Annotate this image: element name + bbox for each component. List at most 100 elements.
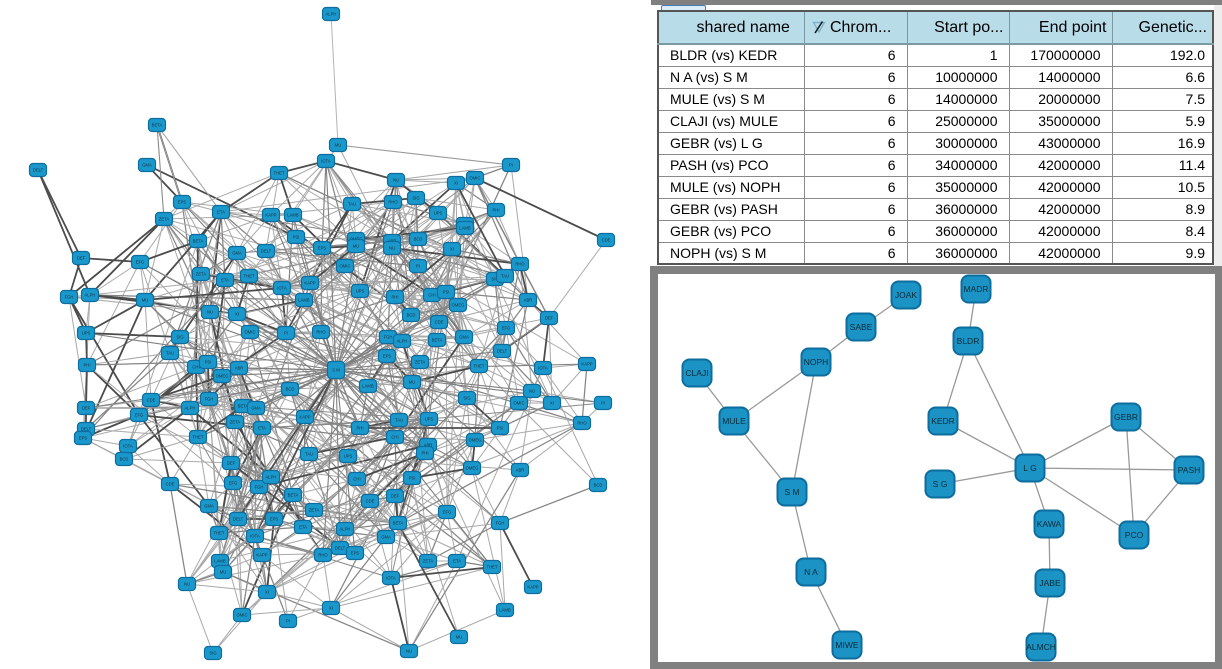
svg-text:L G: L G bbox=[1023, 463, 1036, 473]
svg-text:ALPH: ALPH bbox=[340, 527, 351, 532]
svg-text:THET: THET bbox=[474, 364, 485, 369]
svg-text:GMA: GMA bbox=[381, 535, 391, 540]
svg-text:THET: THET bbox=[244, 274, 255, 279]
svg-text:ALPH: ALPH bbox=[266, 475, 277, 480]
svg-text:ABR: ABR bbox=[235, 366, 244, 371]
svg-text:ETA: ETA bbox=[299, 525, 307, 530]
svg-text:FGH: FGH bbox=[205, 397, 214, 402]
svg-text:LAMB: LAMB bbox=[499, 608, 511, 613]
svg-text:KAPP: KAPP bbox=[256, 553, 267, 558]
svg-text:KAPP: KAPP bbox=[581, 362, 592, 367]
svg-text:PASH: PASH bbox=[1178, 465, 1201, 475]
svg-text:RHO: RHO bbox=[515, 262, 525, 267]
svg-text:S M: S M bbox=[332, 368, 340, 373]
svg-text:DELT: DELT bbox=[335, 546, 346, 551]
svg-text:CHI: CHI bbox=[391, 435, 398, 440]
svg-text:IOTA: IOTA bbox=[277, 286, 287, 291]
svg-text:TAU: TAU bbox=[395, 418, 403, 423]
svg-text:UPS: UPS bbox=[344, 454, 353, 459]
svg-text:XI: XI bbox=[329, 606, 333, 611]
svg-text:NOPH: NOPH bbox=[804, 357, 829, 367]
svg-text:ALPH: ALPH bbox=[85, 293, 96, 298]
svg-text:EPS: EPS bbox=[383, 354, 392, 359]
svg-text:THET: THET bbox=[274, 171, 285, 176]
svg-text:FGH: FGH bbox=[65, 295, 74, 300]
svg-text:ZETA: ZETA bbox=[196, 272, 207, 277]
svg-text:KAPP: KAPP bbox=[265, 213, 276, 218]
svg-text:RHO: RHO bbox=[388, 200, 398, 205]
svg-text:CHI: CHI bbox=[192, 365, 199, 370]
svg-text:EPS: EPS bbox=[270, 517, 279, 522]
svg-text:CDE: CDE bbox=[147, 398, 156, 403]
svg-text:ALPH: ALPH bbox=[326, 12, 337, 17]
svg-text:EFG: EFG bbox=[135, 413, 144, 418]
svg-text:BETA: BETA bbox=[152, 123, 163, 128]
svg-text:ZETA: ZETA bbox=[230, 420, 241, 425]
svg-text:DEF: DEF bbox=[227, 461, 236, 466]
svg-text:ABR: ABR bbox=[524, 298, 533, 303]
svg-text:ZETA: ZETA bbox=[415, 360, 426, 365]
svg-text:PSI: PSI bbox=[205, 360, 212, 365]
svg-text:S M: S M bbox=[784, 487, 799, 497]
svg-text:BCD: BCD bbox=[414, 237, 423, 242]
svg-text:CDE: CDE bbox=[166, 482, 175, 487]
svg-text:ZETA: ZETA bbox=[309, 508, 320, 513]
svg-text:OMEG: OMEG bbox=[466, 466, 479, 471]
svg-text:EFG: EFG bbox=[443, 510, 452, 515]
svg-text:OMEG: OMEG bbox=[452, 303, 465, 308]
svg-text:RHO: RHO bbox=[316, 330, 326, 335]
svg-text:DEF: DEF bbox=[391, 494, 400, 499]
svg-text:SIG: SIG bbox=[176, 335, 183, 340]
svg-text:DEF: DEF bbox=[77, 256, 86, 261]
svg-text:DEF: DEF bbox=[82, 406, 91, 411]
svg-text:EFG: EFG bbox=[229, 481, 238, 486]
svg-text:BETA: BETA bbox=[432, 338, 443, 343]
svg-text:MULE: MULE bbox=[722, 416, 746, 426]
svg-text:SIG: SIG bbox=[209, 651, 216, 656]
svg-text:FGH: FGH bbox=[496, 521, 505, 526]
svg-text:GMA: GMA bbox=[232, 251, 242, 256]
svg-text:NU: NU bbox=[184, 582, 190, 587]
svg-text:KAPP: KAPP bbox=[299, 415, 310, 420]
svg-text:DELT: DELT bbox=[81, 427, 92, 432]
svg-text:GMA: GMA bbox=[142, 163, 152, 168]
svg-text:PSI: PSI bbox=[409, 476, 416, 481]
svg-text:LAMB: LAMB bbox=[298, 298, 310, 303]
svg-text:BETA: BETA bbox=[193, 239, 204, 244]
svg-text:SABE: SABE bbox=[850, 322, 873, 332]
svg-text:GEBR: GEBR bbox=[1114, 412, 1138, 422]
svg-text:TAU: TAU bbox=[348, 202, 356, 207]
svg-text:BCD: BCD bbox=[594, 483, 603, 488]
svg-text:UPS: UPS bbox=[425, 417, 434, 422]
svg-text:ALPH: ALPH bbox=[397, 339, 408, 344]
svg-text:EPS: EPS bbox=[178, 200, 187, 205]
svg-text:ALPH: ALPH bbox=[185, 406, 196, 411]
svg-text:PHI: PHI bbox=[493, 208, 500, 213]
svg-text:KAWA: KAWA bbox=[1037, 519, 1062, 529]
svg-text:SIG: SIG bbox=[463, 396, 470, 401]
svg-text:OMIC: OMIC bbox=[340, 264, 351, 269]
svg-text:MIWE: MIWE bbox=[835, 640, 858, 650]
svg-text:PSI: PSI bbox=[443, 290, 450, 295]
svg-text:ZETA: ZETA bbox=[423, 559, 434, 564]
svg-text:GMA: GMA bbox=[459, 335, 469, 340]
svg-text:OMIC: OMIC bbox=[237, 613, 248, 618]
svg-text:PHI: PHI bbox=[84, 363, 91, 368]
svg-text:LAMB: LAMB bbox=[362, 384, 374, 389]
svg-text:ETA: ETA bbox=[217, 210, 225, 215]
svg-text:TAU: TAU bbox=[305, 452, 313, 457]
svg-text:SIG: SIG bbox=[412, 196, 419, 201]
svg-text:N A: N A bbox=[804, 567, 818, 577]
svg-text:XI: XI bbox=[454, 181, 458, 186]
svg-text:CHI: CHI bbox=[353, 477, 360, 482]
svg-text:BCD: BCD bbox=[120, 457, 129, 462]
svg-text:KAPP: KAPP bbox=[304, 281, 315, 286]
svg-text:CDE: CDE bbox=[366, 499, 375, 504]
svg-text:THET: THET bbox=[487, 565, 498, 570]
svg-text:DELT: DELT bbox=[33, 168, 44, 173]
svg-text:ETA: ETA bbox=[453, 559, 461, 564]
svg-text:XI: XI bbox=[235, 312, 239, 317]
svg-text:KAPP: KAPP bbox=[527, 585, 538, 590]
svg-text:NU: NU bbox=[389, 246, 395, 251]
svg-text:PI: PI bbox=[416, 264, 420, 269]
